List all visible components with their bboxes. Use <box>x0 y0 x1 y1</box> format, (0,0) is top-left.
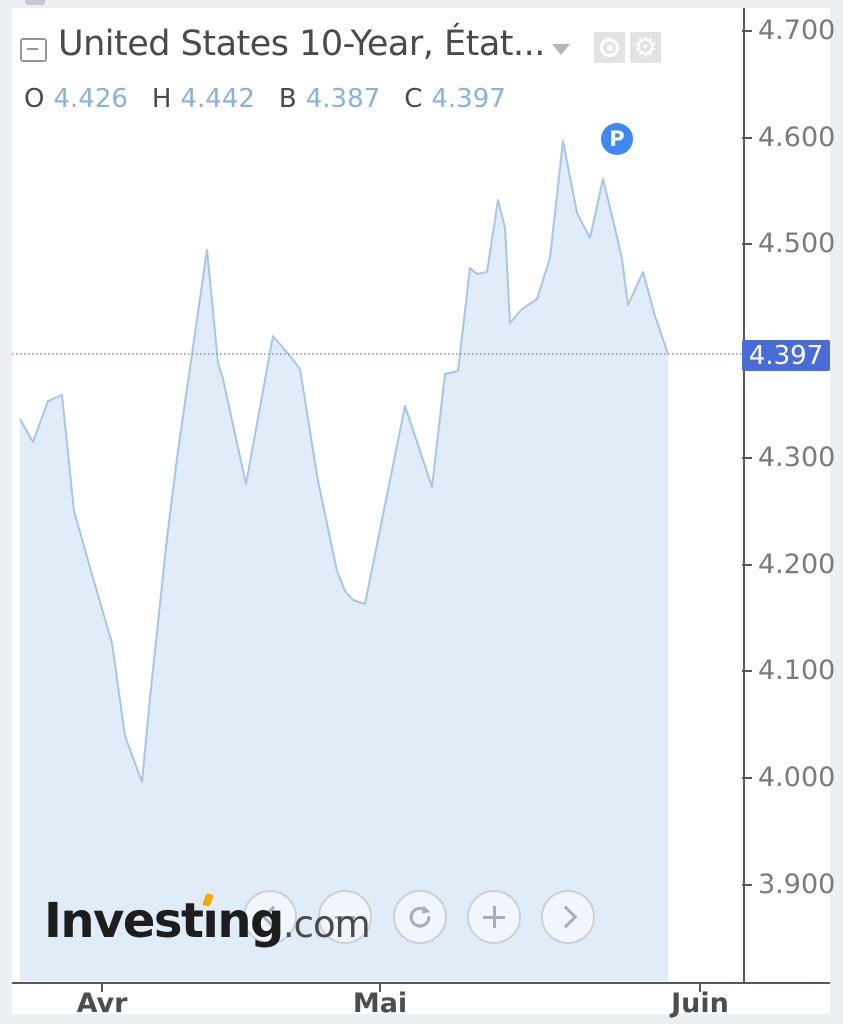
refresh-icon <box>409 905 431 928</box>
collapse-minus-icon[interactable] <box>20 38 47 62</box>
ohlc-low-value: 4.387 <box>305 84 381 114</box>
logo-suffix: .com <box>282 903 371 946</box>
investing-logo[interactable]: Investı ng.com <box>44 893 371 949</box>
ohlc-open-label: O <box>24 84 45 114</box>
minus-dash <box>27 48 38 50</box>
target-icon <box>600 38 619 57</box>
y-axis-tick-label: 4.700 <box>758 15 836 46</box>
x-axis-scale[interactable]: Avr Mai Juin <box>0 983 843 1024</box>
ohlc-open-value: 4.426 <box>53 84 128 114</box>
ohlc-high-label: H <box>151 84 172 114</box>
ohlc-close-value: 4.397 <box>431 84 506 114</box>
ohlc-row: O 4.426 H 4.442 B 4.387 C 4.397 <box>24 84 530 114</box>
plus-icon <box>483 906 505 928</box>
ohlc-high-value: 4.442 <box>180 84 255 114</box>
gear-icon: ⚙ <box>633 32 658 63</box>
x-axis-tick-label: Mai <box>352 988 408 1019</box>
pan-right-button[interactable] <box>541 890 595 944</box>
last-price-label: 4.397 <box>742 340 830 371</box>
y-axis-tick-label: 3.900 <box>758 869 836 900</box>
y-axis-tick-label: 4.100 <box>758 655 836 686</box>
x-axis-tick-label: Avr <box>76 988 128 1019</box>
y-axis-scale[interactable]: 4.700 4.600 4.500 4.300 4.200 4.100 4.000 3.900 <box>744 0 835 983</box>
chevron-down-icon[interactable] <box>552 44 570 55</box>
y-axis-tick-label: 4.600 <box>758 122 836 153</box>
instrument-title: United States 10-Year, État... <box>58 24 545 64</box>
y-axis-tick-label: 4.000 <box>758 762 836 793</box>
x-axis-tick-label: Juin <box>671 988 729 1019</box>
reset-zoom-button[interactable] <box>393 890 447 944</box>
y-axis-tick-label: 4.300 <box>758 442 836 473</box>
top-edge-tab <box>25 0 45 5</box>
chevron-right-icon <box>554 905 577 929</box>
ohlc-low-label: B <box>278 84 297 114</box>
chart-pan-area[interactable] <box>12 8 744 983</box>
y-axis-tick-label: 4.200 <box>758 549 836 580</box>
y-axis-tick-label: 4.500 <box>758 228 836 259</box>
logo-text: Invest <box>44 893 204 949</box>
focus-target-button[interactable] <box>594 32 625 63</box>
ohlc-close-label: C <box>404 84 423 114</box>
logo-text-end: ng <box>217 893 284 949</box>
settings-button[interactable]: ⚙ <box>630 32 661 63</box>
zoom-in-button[interactable] <box>467 890 521 944</box>
price-marker-badge: P <box>601 123 633 155</box>
